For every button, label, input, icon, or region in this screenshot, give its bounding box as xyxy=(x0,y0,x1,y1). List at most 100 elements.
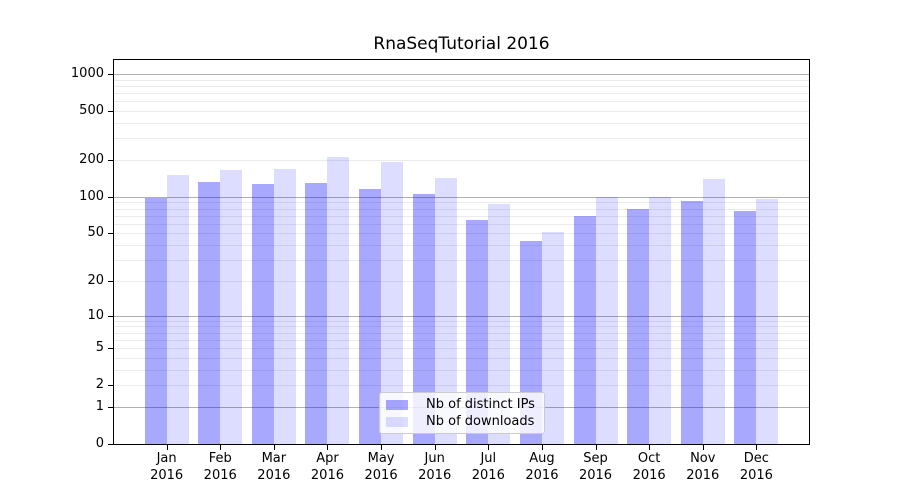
gridlines-layer xyxy=(114,60,809,444)
x-tick-label: Feb 2016 xyxy=(203,451,237,483)
x-tick xyxy=(488,445,490,450)
legend-row: Nb of downloads xyxy=(386,414,536,429)
bar-downloads-may xyxy=(381,162,404,444)
gridline-minor xyxy=(114,160,809,162)
bar-downloads-nov xyxy=(702,179,725,444)
plot-area: Nb of distinct IPs Nb of downloads xyxy=(113,59,810,445)
gridline-major xyxy=(114,315,809,317)
gridline-minor xyxy=(114,245,809,247)
gridline-minor xyxy=(114,223,809,225)
bar-distinct-ips-jan xyxy=(144,197,167,444)
y-tick-label: 5 xyxy=(95,340,104,356)
bar-downloads-jun xyxy=(434,177,457,444)
gridline-minor xyxy=(114,215,809,217)
y-tick-label: 200 xyxy=(79,152,104,168)
bar-distinct-ips-sep xyxy=(573,215,596,444)
gridline-minor xyxy=(114,339,809,341)
y-tick-label: 0 xyxy=(95,436,104,451)
legend-swatch-distinct-ips xyxy=(386,399,408,410)
y-tick-label: 20 xyxy=(87,272,104,288)
bar-distinct-ips-jul xyxy=(466,219,489,444)
bars-layer xyxy=(114,60,809,444)
legend-swatch-downloads xyxy=(386,416,408,427)
bar-downloads-jul xyxy=(488,203,511,444)
x-tick xyxy=(434,445,436,450)
bar-distinct-ips-may xyxy=(359,189,382,444)
gridline-minor xyxy=(114,357,809,359)
bar-distinct-ips-feb xyxy=(198,182,221,444)
gridline-minor xyxy=(114,260,809,262)
gridline-minor xyxy=(114,385,809,387)
legend-label: Nb of downloads xyxy=(426,414,535,429)
y-tick xyxy=(108,385,113,387)
bar-downloads-oct xyxy=(649,196,672,444)
bar-distinct-ips-mar xyxy=(251,184,274,444)
gridline-minor xyxy=(114,123,809,125)
gridline-minor xyxy=(114,138,809,140)
legend-label: Nb of distinct IPs xyxy=(426,397,535,412)
x-tick xyxy=(756,445,758,450)
x-tick xyxy=(541,445,543,450)
x-tick xyxy=(595,445,597,450)
bar-downloads-sep xyxy=(595,196,618,444)
y-tick-label: 100 xyxy=(79,188,104,204)
y-tick-label: 50 xyxy=(87,225,104,241)
x-tick-label: Dec 2016 xyxy=(739,451,773,483)
x-tick-label: Jan 2016 xyxy=(150,451,184,483)
y-tick xyxy=(108,111,113,113)
x-tick-label: Nov 2016 xyxy=(686,451,720,483)
x-tick-label: Mar 2016 xyxy=(257,451,291,483)
gridline-minor xyxy=(114,332,809,334)
y-tick xyxy=(108,160,113,162)
gridline-minor xyxy=(114,208,809,210)
y-tick-label: 1000 xyxy=(70,66,104,82)
chart-title: RnaSeqTutorial 2016 xyxy=(373,34,550,54)
bar-downloads-aug xyxy=(541,232,564,444)
y-tick xyxy=(108,196,113,198)
bar-distinct-ips-nov xyxy=(680,200,703,444)
gridline-minor xyxy=(114,101,809,103)
x-tick xyxy=(166,445,168,450)
x-tick xyxy=(702,445,704,450)
y-tick xyxy=(108,280,113,282)
x-tick-label: Sep 2016 xyxy=(578,451,613,483)
gridline-minor xyxy=(114,369,809,371)
x-tick xyxy=(273,445,275,450)
gridline-minor xyxy=(114,202,809,204)
y-tick xyxy=(108,348,113,350)
bar-distinct-ips-apr xyxy=(305,182,328,444)
y-tick xyxy=(108,406,113,408)
x-tick-label: May 2016 xyxy=(364,451,398,483)
gridline-minor xyxy=(114,326,809,328)
bar-downloads-feb xyxy=(220,169,243,444)
y-tick-label: 500 xyxy=(79,103,104,119)
bar-downloads-dec xyxy=(756,198,779,444)
x-tick-label: Jul 2016 xyxy=(471,451,505,483)
bar-distinct-ips-oct xyxy=(627,208,650,444)
y-tick xyxy=(108,74,113,76)
gridline-minor xyxy=(114,320,809,322)
x-tick xyxy=(220,445,222,450)
bar-downloads-apr xyxy=(327,157,350,444)
x-tick xyxy=(381,445,383,450)
y-tick xyxy=(108,444,113,445)
gridline-minor xyxy=(114,280,809,282)
gridline-major xyxy=(114,74,809,76)
y-tick-label: 10 xyxy=(87,307,104,323)
gridline-major xyxy=(114,196,809,198)
y-tick xyxy=(108,233,113,235)
y-tick xyxy=(108,315,113,317)
legend-row: Nb of distinct IPs xyxy=(386,397,536,412)
x-tick-label: Apr 2016 xyxy=(310,451,344,483)
bar-downloads-jan xyxy=(166,175,189,444)
x-tick-label: Aug 2016 xyxy=(525,451,559,483)
x-tick xyxy=(327,445,329,450)
legend: Nb of distinct IPs Nb of downloads xyxy=(379,392,545,434)
gridline-minor xyxy=(114,348,809,350)
gridline-minor xyxy=(114,233,809,235)
y-tick-label: 1 xyxy=(95,398,104,414)
gridline-minor xyxy=(114,79,809,81)
bar-downloads-mar xyxy=(273,169,296,444)
gridline-minor xyxy=(114,86,809,88)
